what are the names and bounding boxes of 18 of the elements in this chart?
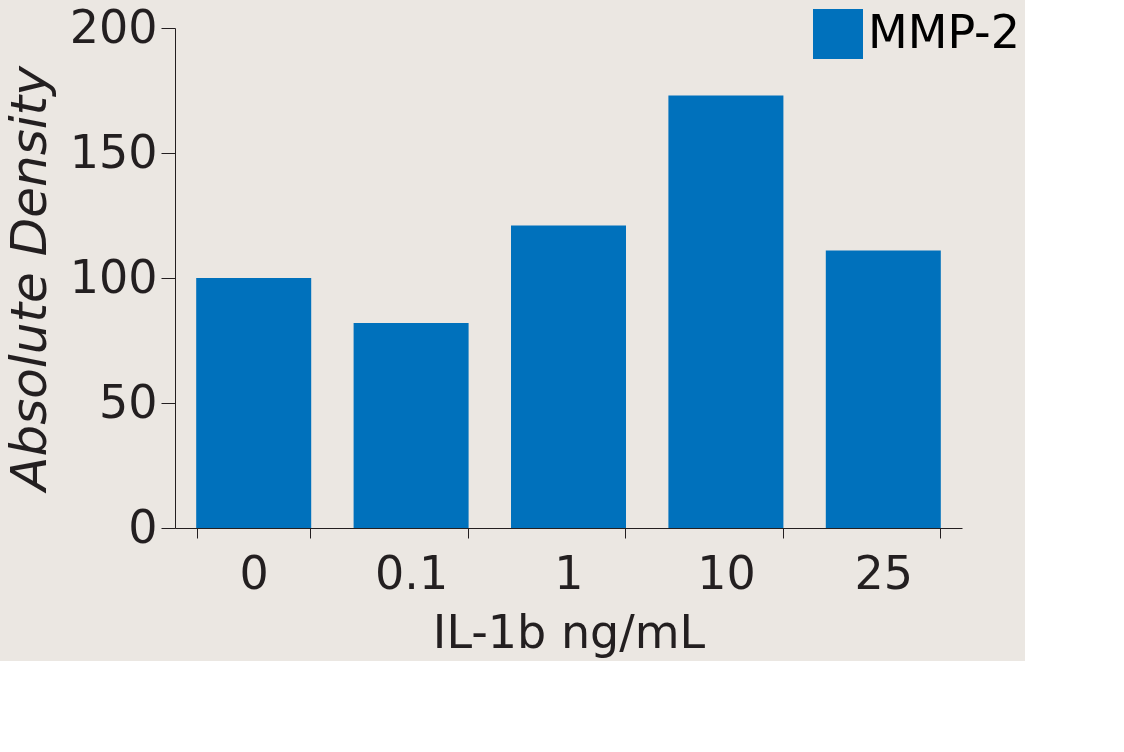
x-tick-label: 0 <box>239 545 269 600</box>
x-tick-label: 0.1 <box>375 545 449 600</box>
y-tick-label: 50 <box>98 374 158 429</box>
x-tick-label: 25 <box>854 545 914 600</box>
x-tick-label: 10 <box>697 545 756 600</box>
y-tick-label: 100 <box>69 249 158 304</box>
bar <box>825 250 941 528</box>
y-axis-title: Absolute Density <box>0 64 58 494</box>
bar <box>353 323 469 528</box>
y-tick-label: 150 <box>69 124 158 179</box>
bar <box>511 225 626 528</box>
bar <box>196 278 312 528</box>
legend-label: MMP-2 <box>868 5 1020 59</box>
bar <box>668 95 784 528</box>
y-tick-label: 0 <box>128 499 158 554</box>
y-tick-label: 200 <box>69 0 158 54</box>
x-tick-label: 1 <box>554 545 584 600</box>
x-axis-title: IL-1b ng/mL <box>432 604 706 659</box>
